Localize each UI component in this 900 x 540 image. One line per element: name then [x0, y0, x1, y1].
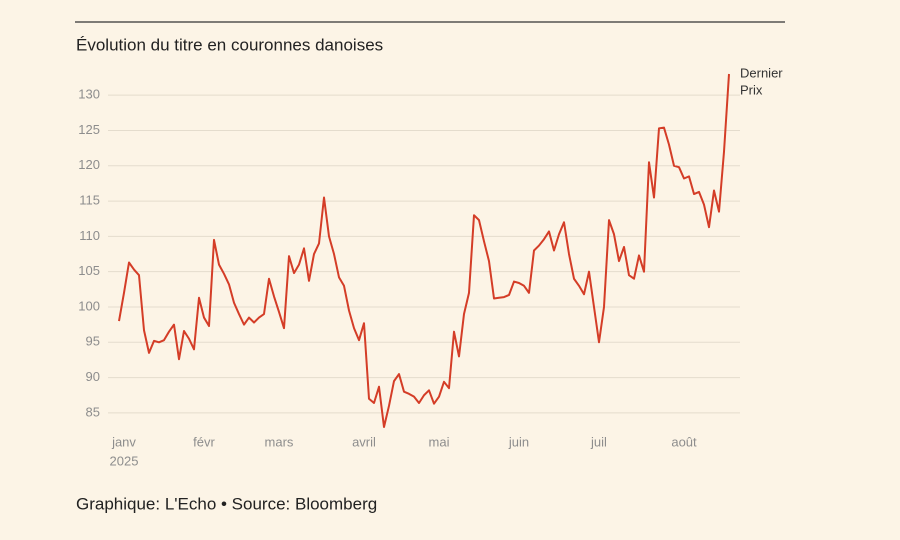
x-tick-label: août: [671, 434, 697, 449]
x-tick-label: mars: [265, 434, 294, 449]
y-tick-label: 100: [78, 298, 100, 313]
y-tick-label: 125: [78, 122, 100, 137]
y-tick-label: 115: [79, 193, 100, 208]
annotation: Dernier: [740, 65, 783, 80]
x-tick-label: févr: [193, 434, 215, 449]
annotation: Prix: [740, 82, 763, 97]
price-line: [118, 73, 730, 428]
chart-title: Évolution du titre en couronnes danoises: [76, 35, 383, 54]
y-tick-label: 120: [78, 157, 100, 172]
x-tick-label: juin: [508, 434, 529, 449]
y-tick-label: 90: [86, 369, 100, 384]
source: Graphique: L'Echo • Source: Bloomberg: [76, 494, 377, 513]
x-tick-label: avril: [352, 434, 376, 449]
y-tick-label: 105: [78, 263, 100, 278]
y-tick-label: 95: [86, 334, 100, 349]
x-tick-label: janv: [111, 434, 136, 449]
x-tick-label: juil: [590, 434, 607, 449]
x-tick-label: mai: [429, 434, 450, 449]
y-tick-label: 85: [86, 404, 100, 419]
x-year-label: 2025: [110, 453, 139, 468]
y-tick-label: 130: [78, 87, 100, 102]
y-tick-label: 110: [79, 228, 100, 243]
